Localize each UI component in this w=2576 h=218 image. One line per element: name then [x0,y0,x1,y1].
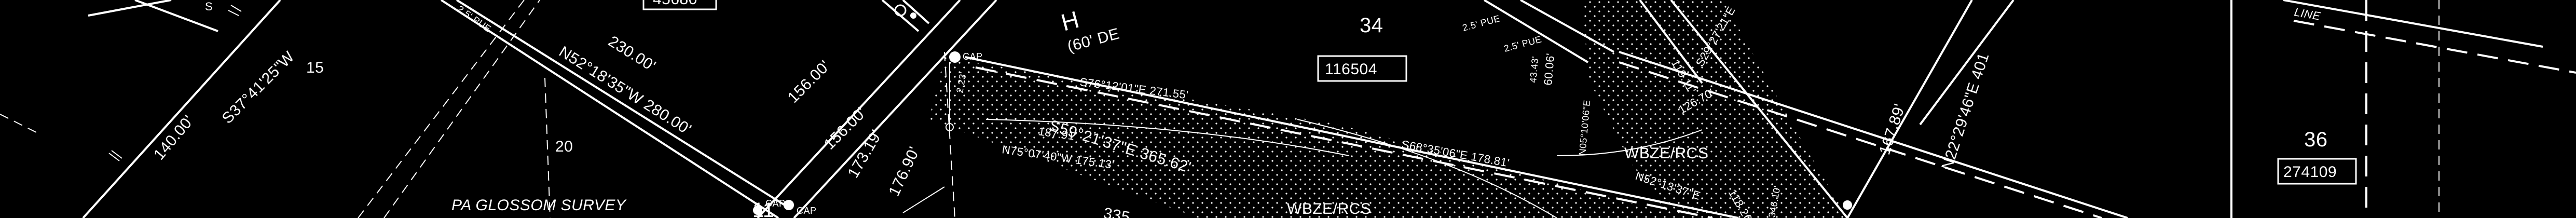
parcel-number-36: 36 [2304,128,2328,151]
small-label-s: S [205,0,213,13]
iron-pin-icon [910,12,916,19]
boundary-line-center-diag-4 [902,0,930,24]
boundary-line-long-east [965,56,1739,218]
stippled-area-center [929,57,1687,218]
boundary-line-ne-2 [1520,0,1614,53]
curve-line-2 [1297,119,1557,218]
cap-marker-icon [1843,200,1852,210]
distance-43: 43.43' [1528,56,1540,83]
parcel-id-box-116504 [1317,55,1407,82]
iron-pin-icon [946,123,954,131]
cap-marker-icon [753,206,762,215]
parcel-number-15: 15 [306,59,324,76]
stippled-area-right [1583,0,1847,218]
boundary-line-right-vert-2 [1919,0,2015,126]
boundary-line-long-east-dash [975,66,1713,218]
cap-marker-icon [784,200,794,210]
parcel-id-box-274109 [2277,158,2357,185]
parcel-id-box-45680 [642,0,717,10]
boundary-line-right-vert [1846,0,1973,218]
boundary-line-top-left [134,0,218,32]
cap-label-3: CAP [963,51,983,62]
boundary-line-right-long [1619,51,2128,218]
boundary-line-center-diag-2 [793,0,997,218]
easement-wbze-2: WBZE/RCS [1624,145,1708,162]
boundary-line-upper-left [88,0,172,17]
survey-label: PA GLOSSOM SURVEY [451,197,627,214]
iron-pin-icon [894,4,907,17]
curve-line-1 [985,119,1350,156]
parcel-id-274109: 274109 [2283,164,2337,181]
parcel-number-34: 34 [1360,14,1383,37]
curve-line-3 [1556,129,1703,156]
parcel-number-20: 20 [555,138,573,155]
easement-wbze-1: WBZE/RCS [1287,200,1371,217]
cap-label-2: CAP [797,206,817,216]
tie-line-2 [902,186,945,213]
boundary-line-ne-3 [1639,0,1703,84]
parcel-id-45680: 45680 [653,0,697,8]
boundary-line-far-right-dash [2293,20,2576,74]
boundary-line-right-diag [1670,0,1848,218]
boundary-line-center-diag [757,0,961,218]
distance-60: 60.06' [1541,52,1557,86]
boundary-line-ne-1 [1483,0,1589,63]
boundary-line-right-long-dash [1619,61,2102,218]
cap-label-1: CAP [765,198,786,209]
boundary-line-left-diag [82,0,281,218]
lot-line-dash-5 [0,114,42,135]
cap-marker-icon [949,51,961,63]
tick-marks-left [108,5,242,161]
boundary-line-far-right-diag [2283,0,2543,48]
parcel-number-11: 11 [752,199,775,218]
lot-line-dash-2 [383,0,540,218]
parcel-id-116504: 116504 [1325,61,1377,78]
lot-line-dash-4 [944,51,955,218]
lot-line-dash-3 [544,77,551,218]
boundary-line-nw-main-2 [440,0,779,218]
boundary-line-nw-main [456,0,790,209]
